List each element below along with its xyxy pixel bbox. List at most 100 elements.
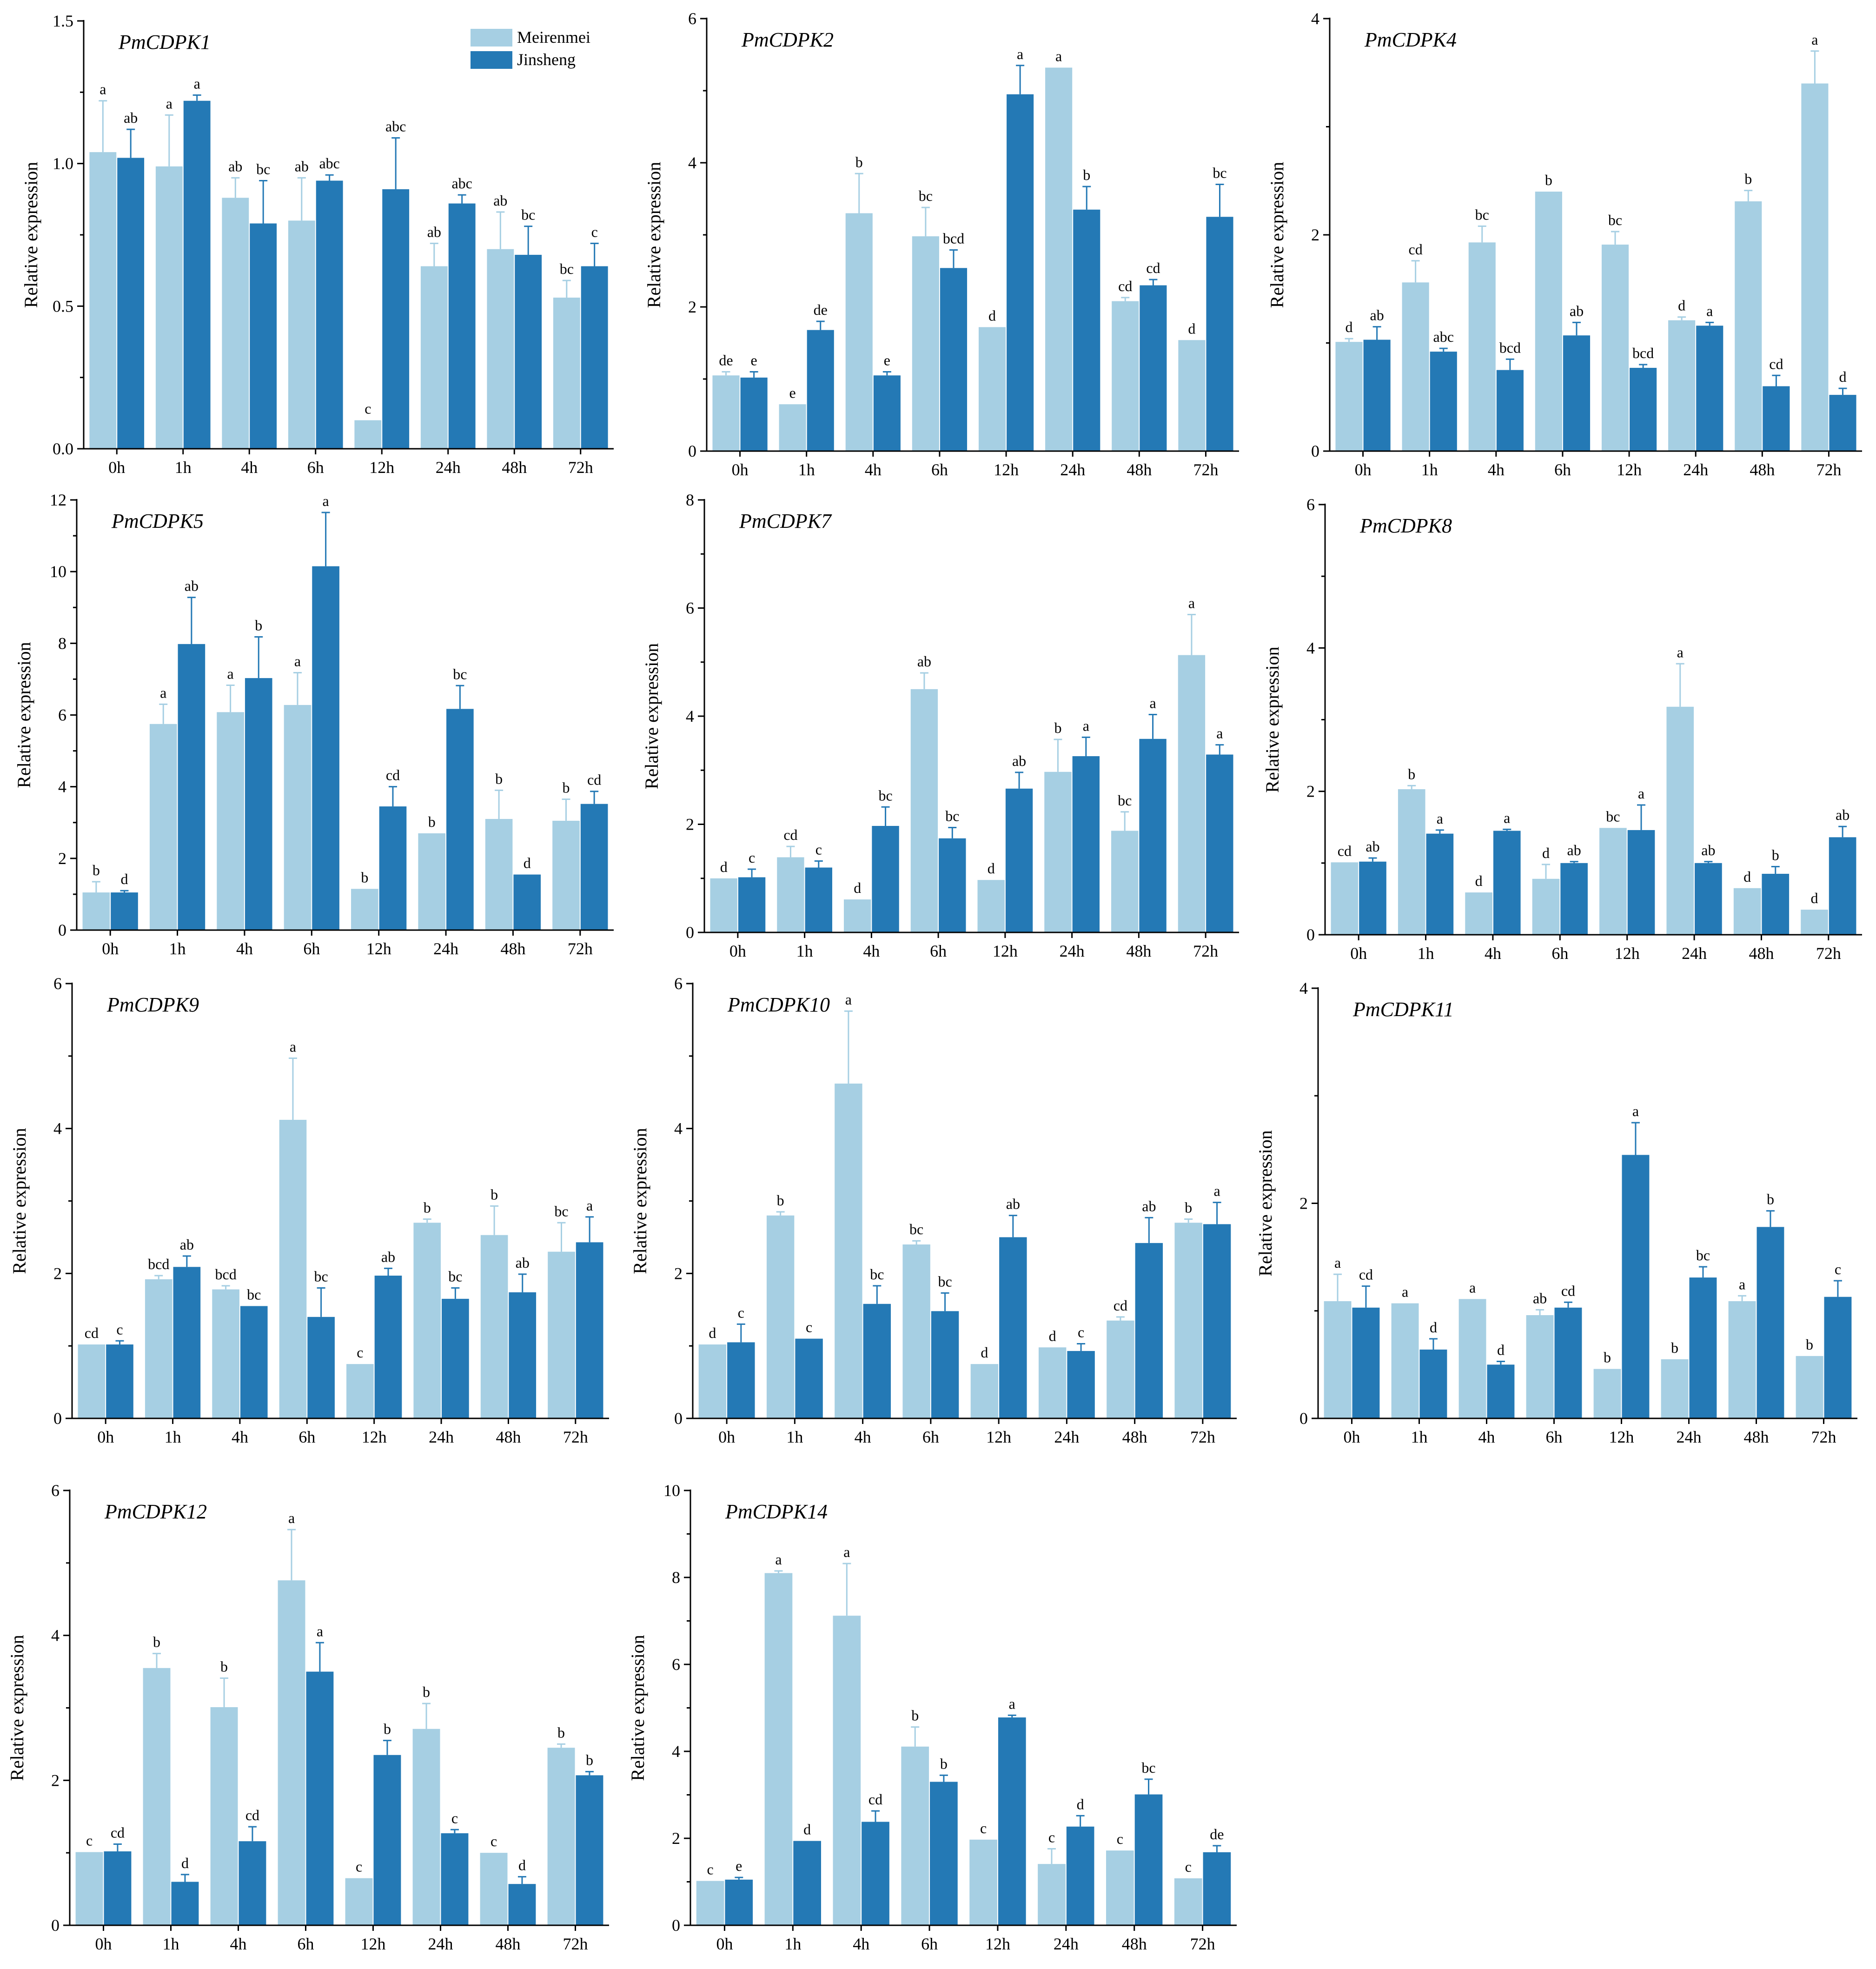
significance-label: d xyxy=(121,871,128,887)
bar-jinsheng xyxy=(382,189,410,449)
significance-label: a xyxy=(1083,717,1089,734)
x-tick-label: 0h xyxy=(716,1935,733,1953)
bar-jinsheng xyxy=(1206,754,1233,932)
x-tick-label: 4h xyxy=(853,1935,869,1953)
bar-meirenmei xyxy=(978,327,1006,451)
bar-jinsheng xyxy=(999,1237,1027,1418)
bar-jinsheng xyxy=(373,1755,401,1925)
y-tick-label: 2 xyxy=(674,1264,683,1283)
y-tick-label: 4 xyxy=(53,1119,62,1138)
bar-meirenmei xyxy=(418,833,446,930)
x-tick-label: 12h xyxy=(361,1935,386,1953)
significance-label: bc xyxy=(938,1273,952,1290)
x-tick-label: 12h xyxy=(362,1428,387,1446)
bar-meirenmei xyxy=(149,724,177,930)
x-tick-label: 1h xyxy=(1421,460,1438,479)
x-tick-label: 12h xyxy=(993,942,1018,960)
x-tick-label: 72h xyxy=(568,458,593,477)
significance-label: cd xyxy=(868,1791,882,1808)
bar-meirenmei xyxy=(82,892,110,930)
bar-jinsheng xyxy=(509,1292,537,1418)
x-tick-label: 6h xyxy=(1554,460,1571,479)
significance-label: b xyxy=(1767,1191,1774,1208)
y-axis-title: Relative expression xyxy=(1262,646,1283,792)
y-tick-label: 10 xyxy=(663,1481,680,1500)
significance-label: bc xyxy=(1141,1759,1155,1776)
significance-label: bc xyxy=(919,187,933,204)
x-tick-label: 6h xyxy=(298,1428,315,1446)
y-tick-label: 0.0 xyxy=(53,439,73,458)
bar-meirenmei xyxy=(143,1668,171,1925)
y-tick-label: 8 xyxy=(672,1568,680,1587)
bar-jinsheng xyxy=(1622,1155,1650,1418)
bar-meirenmei xyxy=(710,878,737,932)
significance-label: cd xyxy=(1561,1282,1575,1299)
y-axis-title: Relative expression xyxy=(20,162,41,308)
bar-jinsheng xyxy=(1203,1224,1231,1418)
y-tick-label: 1.0 xyxy=(53,154,73,173)
significance-label: a xyxy=(1009,1695,1015,1712)
x-tick-label: 6h xyxy=(921,1935,938,1953)
chart-title: PmCDPK9 xyxy=(106,993,199,1016)
significance-label: b xyxy=(562,779,570,796)
bar-jinsheng xyxy=(508,1884,536,1925)
legend-item-meirenmei: Meirenmei xyxy=(471,28,590,47)
significance-label: d xyxy=(1188,320,1195,337)
y-tick-label: 6 xyxy=(53,974,62,993)
bar-jinsheng xyxy=(930,1782,958,1925)
significance-label: bc xyxy=(1213,165,1226,181)
x-tick-label: 6h xyxy=(298,1935,314,1953)
significance-label: b xyxy=(428,813,436,830)
significance-label: ab xyxy=(295,158,309,174)
bar-jinsheng xyxy=(1627,830,1655,935)
y-axis-title: Relative expression xyxy=(627,1635,648,1781)
significance-label: cd xyxy=(1338,842,1352,859)
significance-label: c xyxy=(451,1809,458,1826)
y-axis-title: Relative expression xyxy=(1266,162,1287,308)
chart-title: PmCDPK5 xyxy=(111,510,204,532)
y-tick-label: 0 xyxy=(1306,925,1315,944)
y-tick-label: 0 xyxy=(58,921,66,939)
significance-label: a xyxy=(323,492,329,509)
bar-meirenmei xyxy=(1107,1320,1134,1418)
bar-meirenmei xyxy=(1178,655,1206,932)
significance-label: d xyxy=(1346,319,1353,335)
significance-label: d xyxy=(988,307,996,324)
x-tick-label: 48h xyxy=(1750,460,1775,479)
y-tick-label: 0 xyxy=(688,442,696,460)
bar-jinsheng xyxy=(873,375,901,451)
significance-label: a xyxy=(1677,644,1684,660)
significance-label: cd xyxy=(111,1824,125,1841)
significance-label: b xyxy=(940,1755,948,1772)
y-axis-title: Relative expression xyxy=(7,1635,27,1781)
significance-label: de xyxy=(814,301,828,318)
chart-title: PmCDPK8 xyxy=(1359,514,1452,537)
significance-label: d xyxy=(1810,890,1818,906)
chart-panel-pmcdpk9: cd bcd bcd a c b b bc c ab bc bc ab bc ab a 0 2 4 6 0h 1h 4h 6h… xyxy=(9,974,609,1446)
bar-jinsheng xyxy=(513,874,541,930)
y-axis-title: Relative expression xyxy=(641,643,662,789)
significance-label: c xyxy=(1185,1858,1192,1875)
significance-label: a xyxy=(99,81,106,98)
x-tick-label: 24h xyxy=(1054,1935,1079,1953)
significance-label: a xyxy=(1811,31,1818,48)
bar-meirenmei xyxy=(89,152,117,449)
bar-jinsheng xyxy=(939,838,966,932)
x-tick-label: 48h xyxy=(1122,1428,1147,1446)
bar-meirenmei xyxy=(1112,301,1139,451)
significance-label: ab xyxy=(1142,1197,1156,1214)
bar-meirenmei xyxy=(412,1729,440,1925)
x-tick-label: 72h xyxy=(568,939,593,958)
significance-label: bc xyxy=(870,1266,884,1283)
x-tick-label: 4h xyxy=(863,942,880,960)
significance-label: a xyxy=(1469,1279,1476,1296)
bar-meirenmei xyxy=(1174,1878,1202,1925)
bar-meirenmei xyxy=(844,899,871,932)
bar-meirenmei xyxy=(970,1364,999,1418)
significance-label: cd xyxy=(587,772,601,788)
significance-label: b xyxy=(153,1634,160,1650)
y-tick-label: 6 xyxy=(672,1655,680,1674)
chart-title: PmCDPK2 xyxy=(741,28,834,51)
bar-meirenmei xyxy=(552,820,580,930)
